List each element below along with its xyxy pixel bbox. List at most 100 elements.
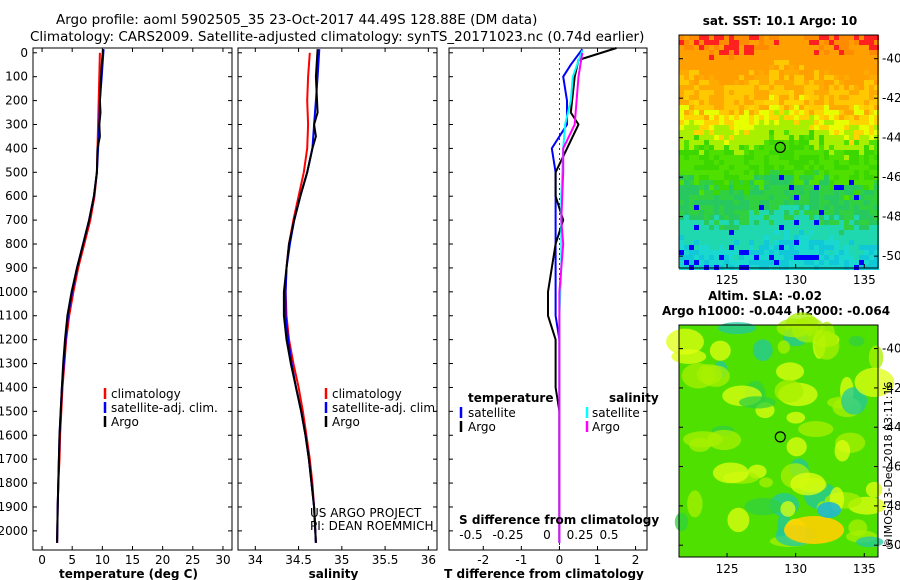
- sst-cell: [684, 135, 689, 140]
- sst-cell: [809, 205, 814, 210]
- sst-cell: [749, 110, 754, 115]
- sst-cell: [724, 70, 729, 75]
- sst-cell: [799, 240, 804, 245]
- sst-cell: [714, 100, 719, 105]
- sst-cell: [714, 80, 719, 85]
- sst-cell: [864, 250, 869, 255]
- sst-cell: [734, 80, 739, 85]
- sst-cell: [819, 45, 824, 50]
- sst-cell: [774, 210, 779, 215]
- sst-cell: [864, 195, 869, 200]
- sst-cell: [679, 95, 684, 100]
- sla-blob: [798, 421, 834, 437]
- sst-cell: [724, 65, 729, 70]
- sst-cell: [764, 215, 769, 220]
- sst-cell: [694, 70, 699, 75]
- sst-cell: [764, 240, 769, 245]
- sst-cell: [749, 135, 754, 140]
- sla-blob: [854, 367, 895, 398]
- lat-tick-label: -48: [882, 210, 900, 224]
- sst-cell: [684, 90, 689, 95]
- sst-cell: [699, 250, 704, 255]
- sst-cell: [774, 110, 779, 115]
- sst-cell: [799, 250, 804, 255]
- sst-cell: [724, 170, 729, 175]
- sst-cell: [694, 90, 699, 95]
- sst-cell: [819, 210, 824, 215]
- sst-cell: [744, 120, 749, 125]
- sst-cell: [684, 115, 689, 120]
- sst-cell: [819, 255, 824, 260]
- sst-cell: [764, 145, 769, 150]
- sst-cell: [709, 200, 714, 205]
- sst-cell: [729, 185, 734, 190]
- legend-entry: climatology: [332, 387, 402, 401]
- sst-cell: [844, 125, 849, 130]
- sst-cell: [864, 110, 869, 115]
- sst-cell: [864, 55, 869, 60]
- sst-cell: [764, 125, 769, 130]
- sst-cell: [809, 50, 814, 55]
- sst-cell: [744, 245, 749, 250]
- sst-cell: [754, 105, 759, 110]
- sst-cell: [819, 225, 824, 230]
- x-tick-label: 10: [95, 553, 110, 567]
- sst-cell: [769, 125, 774, 130]
- sst-cell: [729, 60, 734, 65]
- sst-cell: [769, 260, 774, 265]
- sst-cell: [829, 95, 834, 100]
- sst-cell: [869, 250, 874, 255]
- sst-cell: [774, 170, 779, 175]
- sst-cell: [774, 50, 779, 55]
- series-line-climatology: [284, 52, 317, 543]
- lat-tick-label: -44: [882, 420, 900, 434]
- sst-cell: [824, 115, 829, 120]
- sst-cell: [874, 260, 879, 265]
- sst-cell: [699, 175, 704, 180]
- sst-cell: [869, 240, 874, 245]
- sst-cell: [729, 125, 734, 130]
- sst-cell: [804, 260, 809, 265]
- sst-cell: [779, 215, 784, 220]
- sst-cell: [689, 245, 694, 250]
- sst-cell: [684, 175, 689, 180]
- sst-cell: [829, 235, 834, 240]
- sst-cell: [724, 85, 729, 90]
- sst-cell: [714, 185, 719, 190]
- sst-cell: [714, 150, 719, 155]
- sst-cell: [719, 180, 724, 185]
- sst-cell: [744, 260, 749, 265]
- sst-cell: [804, 190, 809, 195]
- depth-tick-label: 1200: [0, 333, 28, 347]
- sst-cell: [864, 130, 869, 135]
- series-line-t-argo: [547, 47, 617, 543]
- sst-cell: [874, 140, 879, 145]
- sst-cell: [844, 105, 849, 110]
- sst-cell: [724, 95, 729, 100]
- sst-cell: [709, 50, 714, 55]
- sst-cell: [824, 95, 829, 100]
- argo-location-marker: [774, 141, 786, 153]
- sst-cell: [694, 170, 699, 175]
- sst-cell: [789, 180, 794, 185]
- sst-cell: [694, 205, 699, 210]
- sst-cell: [814, 85, 819, 90]
- sst-cell: [834, 160, 839, 165]
- sst-cell: [874, 210, 879, 215]
- sst-cell: [754, 215, 759, 220]
- sst-cell: [689, 180, 694, 185]
- sst-cell: [874, 240, 879, 245]
- sst-cell: [839, 255, 844, 260]
- sst-cell: [724, 75, 729, 80]
- sst-cell: [874, 40, 879, 45]
- sst-cell: [684, 150, 689, 155]
- sst-cell: [704, 95, 709, 100]
- sst-cell: [829, 195, 834, 200]
- sst-cell: [689, 45, 694, 50]
- sst-cell: [874, 185, 879, 190]
- sst-cell: [744, 45, 749, 50]
- sst-cell: [694, 250, 699, 255]
- sst-cell: [864, 40, 869, 45]
- sst-cell: [679, 90, 684, 95]
- sst-cell: [854, 215, 859, 220]
